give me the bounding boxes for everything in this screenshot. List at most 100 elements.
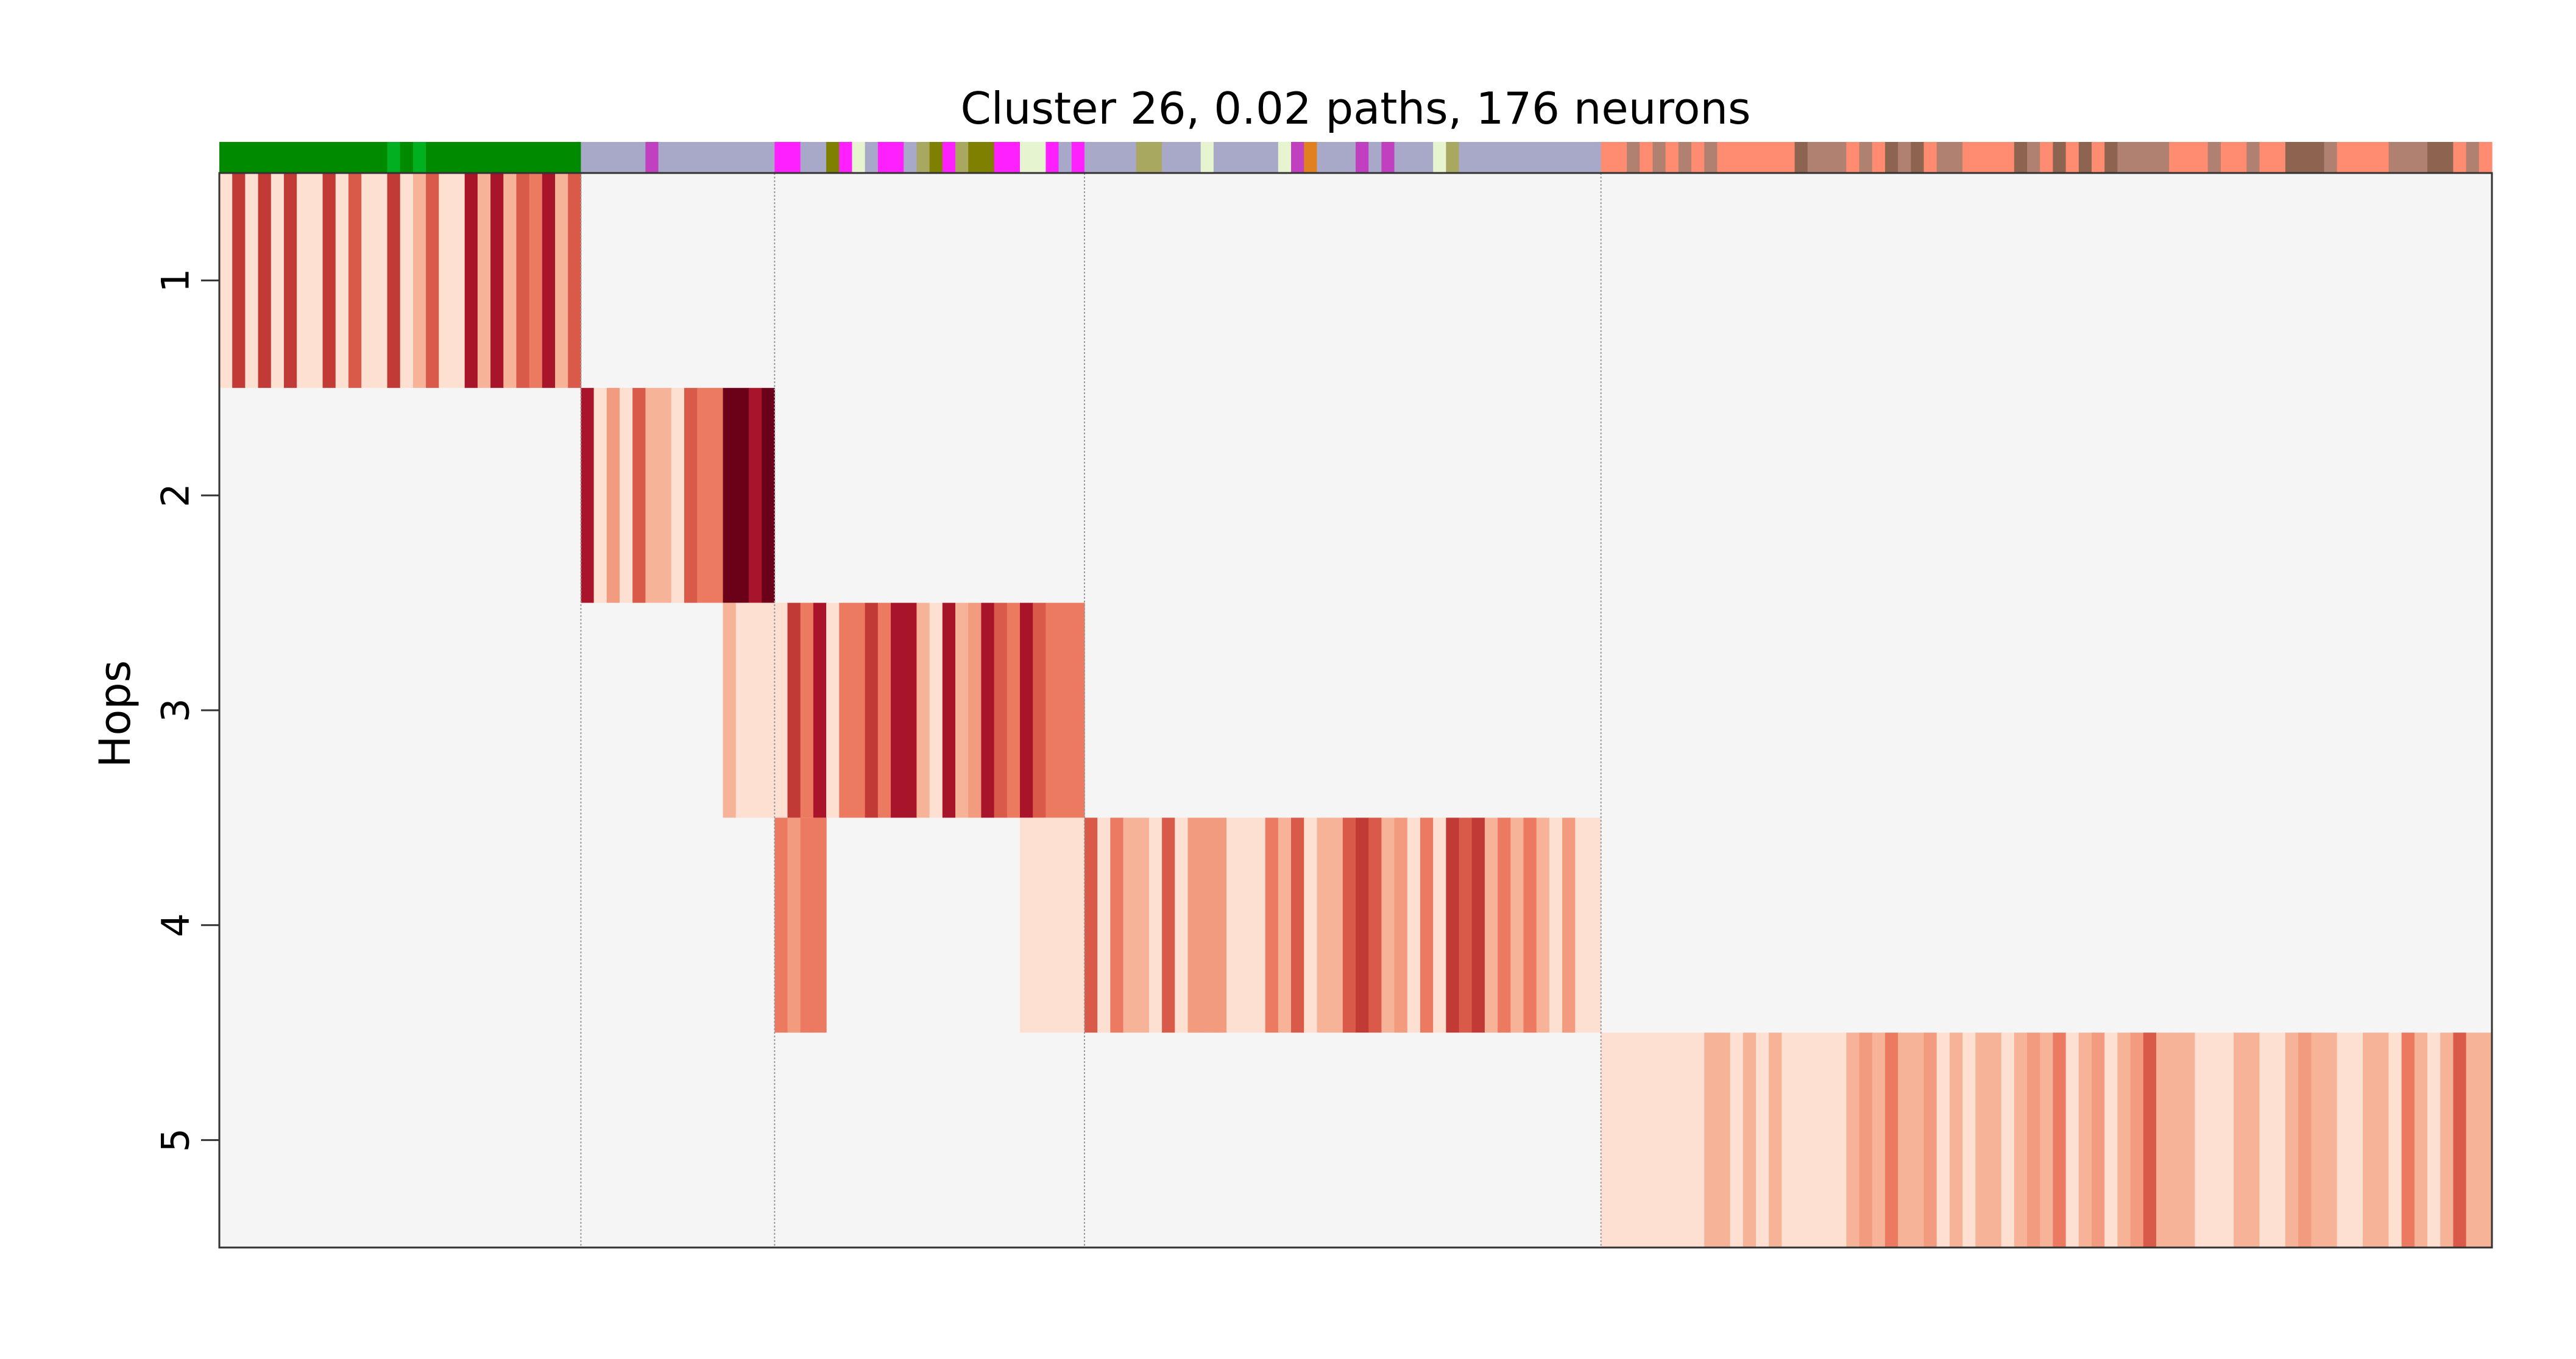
color-bar-segment: [1846, 142, 1860, 174]
heatmap-cell: [1407, 817, 1421, 1033]
color-bar-segment: [2427, 142, 2441, 174]
heatmap-cell: [1033, 817, 1046, 1033]
heatmap-cell: [774, 817, 788, 1033]
heatmap-cell: [1110, 817, 1124, 1033]
color-bar-segment: [1097, 142, 1111, 174]
heatmap-cell: [1019, 602, 1033, 818]
color-bar-segment: [568, 142, 582, 174]
color-bar-segment: [1665, 142, 1679, 174]
heatmap-cell: [929, 602, 943, 818]
color-bar-segment: [335, 142, 349, 174]
color-bar-segment: [1420, 142, 1434, 174]
color-bar-segment: [723, 142, 737, 174]
heatmap-cell: [2311, 1032, 2325, 1248]
color-bar-segment: [1510, 142, 1524, 174]
heatmap-cell: [271, 173, 285, 388]
color-bar-segment: [2130, 142, 2144, 174]
heatmap-cell: [412, 173, 426, 388]
color-bar-segment: [735, 142, 749, 174]
heatmap-cell: [1484, 817, 1498, 1033]
y-tick-label: 4: [154, 913, 198, 937]
heatmap-cell: [697, 387, 710, 603]
color-bar-segment: [1884, 142, 1898, 174]
heatmap-cell: [645, 387, 659, 603]
heatmap-cell: [1329, 817, 1343, 1033]
heatmap-cell: [606, 387, 620, 603]
color-bar-segment: [361, 142, 375, 174]
heatmap-cell: [865, 602, 879, 818]
heatmap-cell: [1213, 817, 1227, 1033]
heatmap-cell: [2259, 1032, 2273, 1248]
color-bar-segment: [2337, 142, 2351, 174]
color-bar-segment: [2117, 142, 2131, 174]
color-bar-segment: [2078, 142, 2092, 174]
color-bar-segment: [1704, 142, 1718, 174]
heatmap-cell: [593, 387, 607, 603]
heatmap-cell: [787, 602, 801, 818]
color-bar-segment: [877, 142, 891, 174]
color-bar-segment: [426, 142, 439, 174]
heatmap-cell: [1730, 1032, 1744, 1248]
color-bar-segment: [1640, 142, 1654, 174]
heatmap-cell: [916, 602, 930, 818]
color-bar-segment: [1291, 142, 1304, 174]
heatmap-cell: [787, 817, 801, 1033]
color-bar-segment: [1265, 142, 1279, 174]
color-bar-segment: [412, 142, 426, 174]
heatmap-cell: [1148, 817, 1162, 1033]
color-bar-segment: [516, 142, 530, 174]
color-bar-segment: [2207, 142, 2221, 174]
color-bar-segment: [1317, 142, 1331, 174]
color-bar-segment: [555, 142, 568, 174]
heatmap-cell: [1278, 817, 1292, 1033]
color-bar-segment: [400, 142, 414, 174]
color-bar-segment: [2143, 142, 2157, 174]
heatmap-cell: [2349, 1032, 2363, 1248]
color-bar-segment: [2414, 142, 2428, 174]
color-bar-segment: [1226, 142, 1240, 174]
cell-type-color-bar: [219, 142, 2493, 174]
heatmap-cells: [219, 173, 2493, 1248]
heatmap-cell: [1200, 817, 1214, 1033]
heatmap-cell: [1988, 1032, 2002, 1248]
color-bar-segment: [1898, 142, 1911, 174]
color-bar-segment: [1652, 142, 1666, 174]
color-bar-segment: [1459, 142, 1473, 174]
color-bar-segment: [503, 142, 517, 174]
color-bar-segment: [813, 142, 827, 174]
heatmap-cell: [2195, 1032, 2209, 1248]
heatmap-cell: [1252, 817, 1266, 1033]
heatmap-cell: [2272, 1032, 2286, 1248]
heatmap-cell: [2053, 1032, 2067, 1248]
color-bar-segment: [1356, 142, 1369, 174]
heatmap-cell: [748, 387, 762, 603]
heatmap-cell: [1007, 602, 1021, 818]
heatmap-cell: [632, 387, 646, 603]
heatmap-cell: [439, 173, 453, 388]
color-bar-segment: [1923, 142, 1937, 174]
color-bar-segment: [2169, 142, 2182, 174]
heatmap-cell: [1058, 602, 1072, 818]
color-bar-segment: [645, 142, 659, 174]
heatmap-cell: [581, 387, 595, 603]
heatmap-cell: [1071, 817, 1085, 1033]
heatmap-cell: [2388, 1032, 2402, 1248]
color-bar-segment: [2466, 142, 2480, 174]
color-bar-segment: [1820, 142, 1834, 174]
heatmap-cell: [1471, 817, 1485, 1033]
heatmap-cell: [735, 602, 749, 818]
heatmap-cell: [826, 602, 840, 818]
heatmap-cell: [2117, 1032, 2131, 1248]
heatmap-cell: [942, 602, 956, 818]
heatmap-cell: [1898, 1032, 1911, 1248]
heatmap-cell: [1368, 817, 1382, 1033]
color-bar-segment: [1833, 142, 1847, 174]
heatmap-cell: [1187, 817, 1201, 1033]
heatmap-cell: [387, 173, 401, 388]
color-bar-segment: [2182, 142, 2196, 174]
heatmap-cell: [1962, 1032, 1976, 1248]
heatmap-cell: [1536, 817, 1550, 1033]
color-bar-segment: [2324, 142, 2338, 174]
heatmap-cell: [335, 173, 349, 388]
color-bar-segment: [1162, 142, 1175, 174]
